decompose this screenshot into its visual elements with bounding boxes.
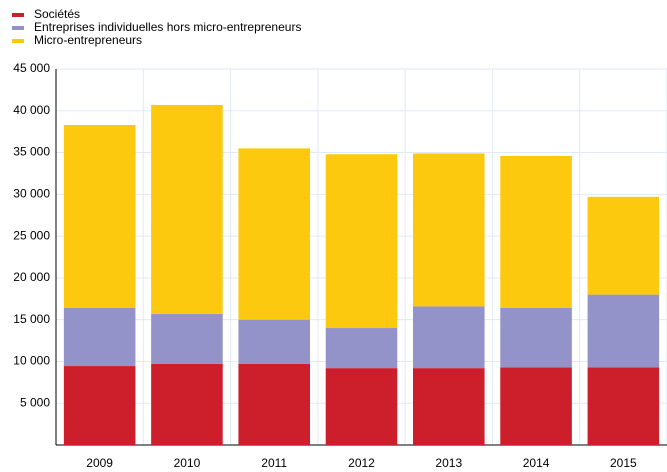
bar-segment: [63, 307, 136, 367]
bar-segment: [500, 155, 572, 308]
y-tick-label: 25 000: [13, 228, 50, 242]
bar-segment: [325, 154, 398, 329]
bar-segment: [325, 328, 398, 369]
legend-label: Entreprises individuelles hors micro-ent…: [34, 20, 301, 34]
bar-segment: [587, 294, 660, 368]
bar-segment: [500, 367, 572, 445]
bar-segment: [412, 368, 485, 445]
bar-segment: [63, 366, 136, 445]
y-tick-label: 10 000: [13, 354, 50, 368]
bar-segment: [587, 367, 660, 445]
bar-segment: [500, 307, 572, 368]
y-tick-label: 35 000: [13, 145, 50, 159]
x-tick-label: 2013: [435, 456, 462, 470]
legend-swatch: [12, 13, 24, 17]
bar-segment: [325, 368, 398, 445]
bar-segment: [238, 363, 311, 445]
bar-segment: [587, 196, 660, 295]
x-tick-label: 2011: [261, 456, 287, 470]
y-tick-label: 15 000: [13, 312, 50, 326]
bar-segment: [238, 148, 311, 320]
bar-segment: [412, 153, 485, 307]
bar-segment: [412, 306, 485, 369]
y-tick-label: 5 000: [20, 395, 50, 409]
y-tick-label: 20 000: [13, 270, 50, 284]
bar-segment: [151, 104, 223, 314]
y-tick-label: 30 000: [13, 187, 50, 201]
x-tick-label: 2009: [86, 456, 113, 470]
legend-swatch: [12, 26, 24, 30]
bar-segment: [63, 124, 136, 308]
bar-segment: [151, 313, 223, 364]
x-tick-label: 2014: [523, 456, 550, 470]
y-tick-label: 45 000: [13, 61, 50, 75]
legend-label: Sociétés: [34, 7, 80, 21]
bar-segment: [238, 319, 311, 364]
x-tick-label: 2015: [610, 456, 637, 470]
y-tick-label: 40 000: [13, 103, 50, 117]
bar-segment: [151, 363, 223, 445]
legend-swatch: [12, 39, 24, 43]
x-tick-label: 2010: [174, 456, 201, 470]
legend-label: Micro-entrepreneurs: [34, 33, 142, 47]
x-tick-label: 2012: [348, 456, 375, 470]
